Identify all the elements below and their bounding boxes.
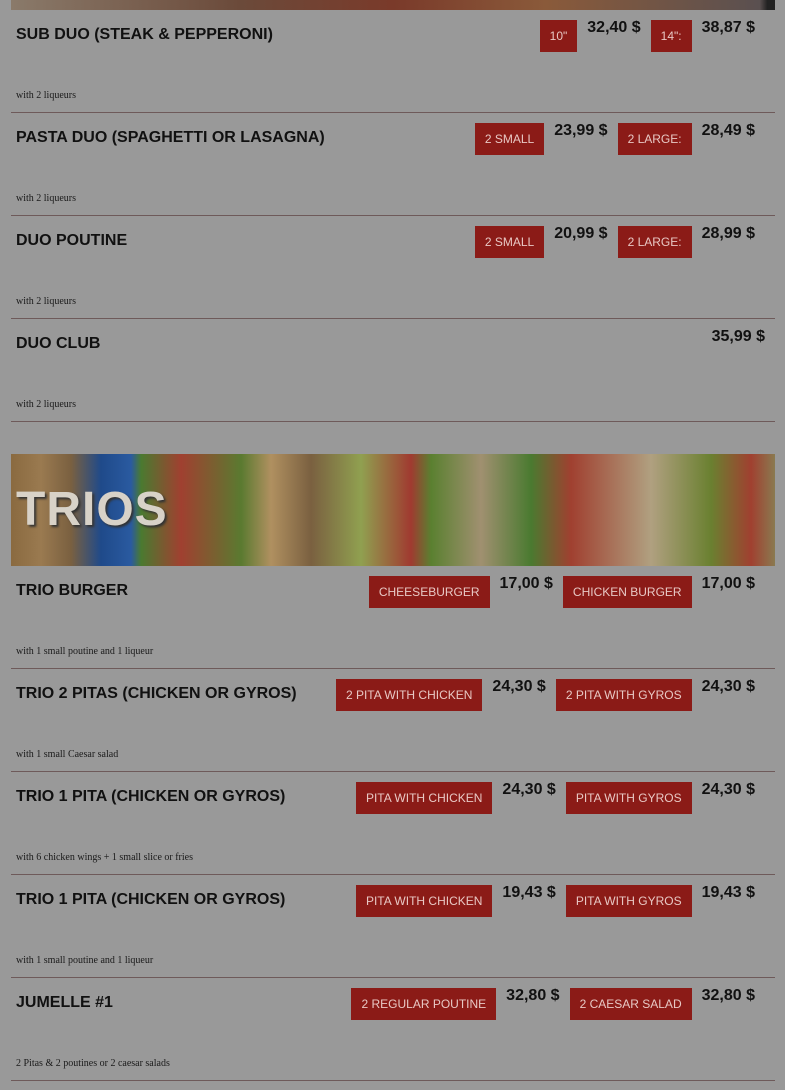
menu-item: PASTA DUO (SPAGHETTI OR LASAGNA) 2 SMALL 2… (11, 113, 775, 216)
item-title: JUMELLE #1 (16, 994, 113, 1011)
size-option-button[interactable]: PITA WITH GYROS (565, 782, 692, 814)
price-options: 10" 32,40 $ 14": 38,87 $ (539, 19, 755, 52)
item-title: TRIO 2 PITAS (CHICKEN OR GYROS) (16, 685, 297, 702)
duos-list: SUB DUO (STEAK & PEPPERONI) 10" 32,40 $ 14"… (11, 10, 775, 422)
menu-item: TRIO 2 PITAS (CHICKEN OR GYROS) 2 PITA WI… (11, 669, 775, 772)
size-option-button[interactable]: PITA WITH CHICKEN (355, 782, 493, 814)
item-note: with 1 small poutine and 1 liqueur (16, 955, 154, 966)
item-price: 38,87 $ (701, 19, 755, 36)
trios-banner: TRIOS (11, 454, 775, 566)
item-note: with 2 liqueurs (16, 296, 76, 307)
item-note: with 6 chicken wings + 1 small slice or … (16, 852, 193, 863)
menu-item: DUO CLUB 35,99 $ with 2 liqueurs (11, 319, 775, 422)
item-note: with 2 liqueurs (16, 399, 76, 410)
price-options: PITA WITH CHICKEN 24,30 $ PITA WITH GYROS 2… (355, 781, 755, 814)
size-option-button[interactable]: 10" (539, 20, 578, 52)
size-option-button[interactable]: 2 SMALL (474, 226, 545, 258)
size-option-button[interactable]: 14": (650, 20, 692, 52)
item-title: TRIO 1 PITA (CHICKEN OR GYROS) (16, 788, 286, 805)
menu-item: TRIO BURGER CHEESEBURGER 17,00 $ CHICKEN BU… (11, 566, 775, 669)
price-options: 35,99 $ (702, 328, 765, 361)
item-price: 24,30 $ (701, 781, 755, 798)
size-option-button[interactable]: 2 SMALL (474, 123, 545, 155)
menu-item: JUMELLE #1 2 REGULAR POUTINE 32,80 $ 2 CAES… (11, 978, 775, 1081)
size-option-button[interactable]: CHICKEN BURGER (562, 576, 692, 608)
size-option-button[interactable]: 2 PITA WITH CHICKEN (335, 679, 483, 711)
item-note: with 2 liqueurs (16, 90, 76, 101)
item-price: 17,00 $ (701, 575, 755, 592)
banner-title: TRIOS (16, 483, 168, 536)
menu-item: SUB DUO (STEAK & PEPPERONI) 10" 32,40 $ 14"… (11, 10, 775, 113)
item-price: 24,30 $ (492, 678, 546, 695)
size-option-button[interactable]: 2 REGULAR POUTINE (351, 988, 497, 1020)
item-note: with 1 small poutine and 1 liqueur (16, 646, 154, 657)
price-options: 2 SMALL 23,99 $ 2 LARGE: 28,49 $ (474, 122, 755, 155)
menu-item: TRIO 1 PITA (CHICKEN OR GYROS) PITA WITH … (11, 875, 775, 978)
menu-item: DUO POUTINE 2 SMALL 20,99 $ 2 LARGE: 28,99 $… (11, 216, 775, 319)
item-price: 32,80 $ (701, 987, 755, 1004)
item-title: DUO CLUB (16, 335, 101, 352)
item-note: with 1 small Caesar salad (16, 749, 119, 760)
size-option-button[interactable]: 2 PITA WITH GYROS (555, 679, 692, 711)
item-price: 24,30 $ (701, 678, 755, 695)
size-option-button[interactable]: CHEESEBURGER (368, 576, 490, 608)
price-options: 2 SMALL 20,99 $ 2 LARGE: 28,99 $ (474, 225, 755, 258)
item-price: 19,43 $ (701, 884, 755, 901)
item-title: TRIO BURGER (16, 582, 128, 599)
price-options: 2 REGULAR POUTINE 32,80 $ 2 CAESAR SALAD 32… (351, 987, 755, 1020)
item-price: 35,99 $ (711, 328, 765, 345)
item-price: 24,30 $ (502, 781, 556, 798)
item-price: 28,99 $ (701, 225, 755, 242)
size-option-button[interactable]: 2 CAESAR SALAD (569, 988, 692, 1020)
menu-item: TRIO 1 PITA (CHICKEN OR GYROS) PITA WITH … (11, 772, 775, 875)
item-note: 2 Pitas & 2 poutines or 2 caesar salads (16, 1058, 170, 1069)
item-title: SUB DUO (STEAK & PEPPERONI) (16, 26, 273, 43)
item-price: 23,99 $ (554, 122, 608, 139)
item-price: 32,40 $ (587, 19, 641, 36)
size-option-button[interactable]: 2 LARGE: (617, 226, 692, 258)
item-price: 28,49 $ (701, 122, 755, 139)
trios-list: TRIO BURGER CHEESEBURGER 17,00 $ CHICKEN BU… (11, 566, 775, 1081)
price-options: PITA WITH CHICKEN 19,43 $ PITA WITH GYROS 1… (355, 884, 755, 917)
item-price: 32,80 $ (506, 987, 560, 1004)
size-option-button[interactable]: PITA WITH GYROS (565, 885, 692, 917)
item-title: PASTA DUO (SPAGHETTI OR LASAGNA) (16, 129, 325, 146)
item-title: DUO POUTINE (16, 232, 128, 249)
size-option-button[interactable]: 2 LARGE: (617, 123, 692, 155)
item-price: 17,00 $ (499, 575, 553, 592)
item-note: with 2 liqueurs (16, 193, 76, 204)
item-title: TRIO 1 PITA (CHICKEN OR GYROS) (16, 891, 286, 908)
price-options: CHEESEBURGER 17,00 $ CHICKEN BURGER 17,00 $ (368, 575, 755, 608)
price-options: 2 PITA WITH CHICKEN 24,30 $ 2 PITA WITH GY… (335, 678, 755, 711)
item-price: 19,43 $ (502, 884, 556, 901)
size-option-button[interactable]: PITA WITH CHICKEN (355, 885, 493, 917)
section-banner-image-top (11, 0, 775, 10)
item-price: 20,99 $ (554, 225, 608, 242)
